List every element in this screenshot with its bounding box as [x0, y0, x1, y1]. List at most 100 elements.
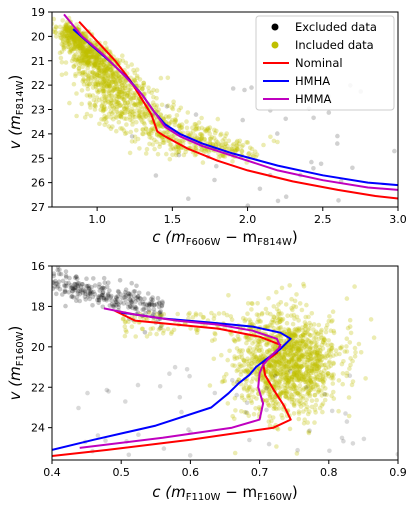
included-data-point — [113, 94, 118, 99]
included-data-point — [70, 45, 75, 51]
included-data-point — [328, 349, 334, 354]
included-data-point — [353, 350, 358, 355]
included-data-point — [87, 58, 93, 63]
included-data-point — [103, 75, 108, 80]
included-data-point — [80, 53, 86, 59]
included-data-point — [77, 46, 83, 51]
included-data-point — [295, 347, 301, 353]
included-data-point — [63, 28, 68, 34]
included-data-point — [316, 387, 322, 393]
excluded-data-point — [63, 269, 69, 274]
included-data-point — [61, 45, 66, 51]
excluded-data-point — [153, 173, 159, 178]
included-data-point — [85, 48, 90, 54]
included-data-point — [294, 358, 300, 364]
included-data-point — [105, 68, 111, 73]
excluded-data-point — [145, 291, 151, 296]
included-data-point — [66, 30, 71, 36]
included-data-point — [248, 398, 254, 404]
included-data-point — [312, 360, 318, 365]
bottom-plot-frame — [51, 265, 399, 461]
included-data-point — [71, 54, 77, 60]
excluded-data-point — [55, 285, 60, 290]
included-data-point — [300, 327, 306, 333]
included-data-point — [84, 54, 89, 59]
included-data-point — [174, 150, 179, 155]
included-data-point — [90, 59, 96, 65]
included-data-point — [306, 369, 311, 374]
included-data-point — [114, 109, 120, 115]
included-data-point — [77, 41, 83, 46]
included-data-point — [74, 34, 80, 40]
included-data-point — [72, 46, 77, 52]
included-data-point — [92, 71, 97, 76]
included-data-point — [69, 46, 74, 52]
bottom-x-ticks: 0.4 0.5 0.6 0.7 0.8 0.9 — [43, 460, 407, 479]
included-data-point — [110, 75, 115, 81]
included-data-point — [271, 304, 277, 309]
included-data-point — [245, 387, 251, 392]
included-data-point — [301, 409, 306, 414]
included-data-point — [303, 327, 308, 332]
included-data-point — [167, 156, 173, 162]
included-data-point — [67, 39, 73, 45]
included-data-point — [279, 358, 285, 363]
excluded-data-point — [147, 302, 152, 307]
excluded-data-point — [76, 283, 81, 289]
included-data-point — [308, 333, 313, 338]
included-data-point — [176, 123, 182, 129]
included-data-point — [263, 380, 269, 385]
included-data-point — [92, 52, 97, 58]
included-data-point — [69, 32, 74, 37]
included-data-point — [254, 372, 259, 378]
included-data-point — [42, 24, 47, 29]
included-data-point — [52, 29, 56, 35]
excluded-data-point — [158, 323, 164, 329]
excluded-data-point — [77, 292, 82, 297]
included-data-point — [255, 342, 261, 348]
included-data-point — [218, 153, 223, 159]
included-data-point — [91, 63, 97, 69]
included-data-point — [307, 368, 312, 374]
included-data-point — [120, 87, 126, 92]
included-data-point — [305, 372, 311, 377]
included-data-point — [329, 342, 335, 348]
included-data-point — [75, 49, 81, 54]
included-data-point — [282, 350, 288, 356]
included-data-point — [302, 320, 308, 325]
included-data-point — [277, 392, 283, 397]
included-data-point — [249, 400, 255, 406]
included-data-point — [313, 335, 319, 341]
included-data-point — [105, 73, 111, 78]
included-data-point — [73, 38, 78, 43]
included-data-point — [284, 389, 290, 395]
excluded-data-point — [105, 291, 111, 297]
included-data-point — [110, 79, 115, 85]
included-data-point — [52, 21, 55, 27]
included-data-point — [270, 317, 276, 323]
included-data-point — [230, 414, 235, 419]
excluded-data-point — [60, 292, 65, 297]
included-data-point — [303, 343, 309, 348]
included-data-point — [316, 368, 321, 373]
included-data-point — [263, 381, 268, 387]
included-data-point — [96, 63, 101, 68]
included-data-point — [78, 43, 83, 48]
excluded-data-point — [143, 310, 148, 316]
included-data-point — [300, 373, 306, 379]
included-data-point — [249, 307, 254, 312]
included-data-point — [244, 335, 250, 340]
included-data-point — [124, 104, 129, 109]
included-data-point — [250, 301, 255, 307]
included-data-point — [303, 379, 308, 385]
included-data-point — [254, 344, 259, 350]
included-data-point — [84, 54, 89, 60]
included-data-point — [319, 388, 324, 393]
included-data-point — [277, 391, 283, 397]
included-data-point — [296, 328, 302, 334]
included-data-point — [247, 317, 252, 323]
excluded-data-point — [137, 296, 143, 301]
included-data-point — [295, 364, 301, 370]
included-data-point — [124, 106, 130, 111]
included-data-point — [69, 28, 74, 33]
